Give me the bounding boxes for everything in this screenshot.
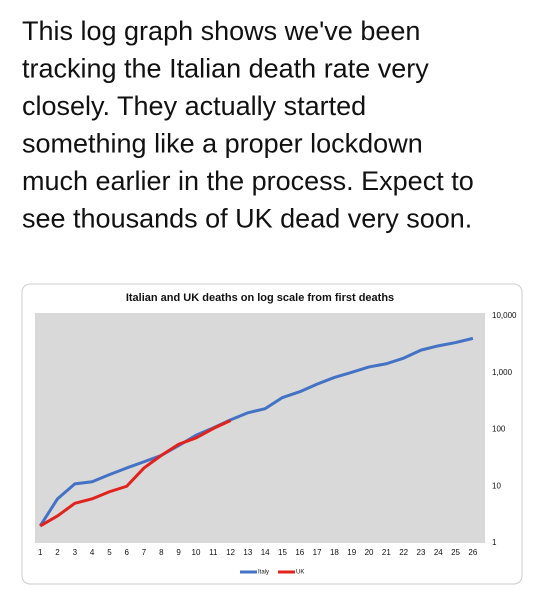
y-tick-label: 10,000 xyxy=(492,311,517,320)
x-tick-label: 2 xyxy=(55,548,60,557)
x-tick-label: 8 xyxy=(159,548,164,557)
x-tick-label: 13 xyxy=(243,548,252,557)
plot-area xyxy=(35,313,485,543)
x-tick-label: 15 xyxy=(278,548,287,557)
x-tick-label: 4 xyxy=(90,548,95,557)
x-tick-label: 5 xyxy=(107,548,112,557)
post-text: This log graph shows we've been xyxy=(22,16,420,46)
x-tick-label: 21 xyxy=(382,548,391,557)
x-tick-label: 12 xyxy=(226,548,235,557)
post-text: tracking the Italian death rate very xyxy=(22,54,429,84)
x-tick-label: 19 xyxy=(347,548,356,557)
y-tick-label: 1 xyxy=(492,538,497,547)
x-tick-label: 14 xyxy=(261,548,270,557)
series-line xyxy=(38,336,474,527)
x-tick-label: 25 xyxy=(451,548,460,557)
x-tick-label: 7 xyxy=(142,548,147,557)
post-text: much earlier in the process. Expect to xyxy=(22,166,474,196)
legend-label: Italy xyxy=(258,570,269,576)
x-tick-label: 1 xyxy=(38,548,43,557)
x-tick-label: 16 xyxy=(295,548,304,557)
x-tick-label: 17 xyxy=(313,548,322,557)
series-line xyxy=(39,419,232,528)
post-text: something like a proper lockdown xyxy=(22,129,423,159)
x-tick-label: 23 xyxy=(417,548,426,557)
x-tick-label: 3 xyxy=(73,548,78,557)
x-tick-label: 6 xyxy=(125,548,130,557)
x-tick-label: 11 xyxy=(209,548,218,557)
x-tick-label: 10 xyxy=(192,548,201,557)
x-tick-label: 9 xyxy=(176,548,181,557)
x-tick-label: 26 xyxy=(468,548,477,557)
y-tick-label: 1,000 xyxy=(492,368,513,377)
post-text: closely. They actually started xyxy=(22,91,366,121)
x-tick-label: 20 xyxy=(365,548,374,557)
x-tick-label: 22 xyxy=(399,548,408,557)
y-tick-label: 10 xyxy=(492,481,501,490)
chart-title: Italian and UK deaths on log scale from … xyxy=(126,292,394,304)
post-text: see thousands of UK dead very soon. xyxy=(22,204,472,234)
x-tick-label: 24 xyxy=(434,548,443,557)
x-tick-label: 18 xyxy=(330,548,339,557)
legend-label: UK xyxy=(296,570,304,576)
y-tick-label: 100 xyxy=(492,425,506,434)
